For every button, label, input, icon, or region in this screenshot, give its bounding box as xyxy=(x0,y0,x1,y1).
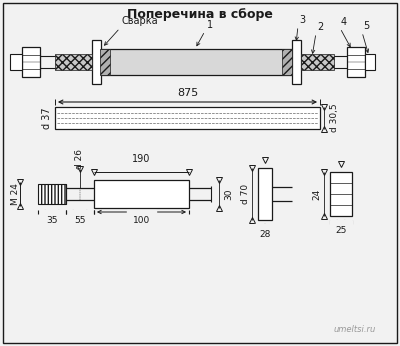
Bar xyxy=(100,49,110,75)
Text: Сварка: Сварка xyxy=(122,16,159,26)
Bar xyxy=(55,54,92,70)
Bar xyxy=(100,49,292,75)
Text: 25: 25 xyxy=(335,226,347,235)
Bar xyxy=(292,40,301,84)
Text: М 24: М 24 xyxy=(12,183,20,205)
Bar xyxy=(94,180,189,208)
Bar xyxy=(92,40,101,84)
Bar xyxy=(258,168,272,220)
Bar xyxy=(22,47,40,77)
Bar xyxy=(10,54,22,70)
Text: 190: 190 xyxy=(132,154,151,164)
Text: 875: 875 xyxy=(177,88,198,98)
Text: umeltsi.ru: umeltsi.ru xyxy=(334,325,376,334)
Text: 55: 55 xyxy=(74,216,86,225)
Bar xyxy=(282,49,292,75)
Text: Поперечина в сборе: Поперечина в сборе xyxy=(127,8,273,21)
Bar xyxy=(365,54,375,70)
Text: 30: 30 xyxy=(224,188,233,200)
Bar xyxy=(38,184,66,204)
Text: d 70: d 70 xyxy=(240,184,250,204)
Bar xyxy=(301,54,334,70)
Bar xyxy=(347,47,365,77)
Text: 24: 24 xyxy=(312,188,322,200)
Text: 4: 4 xyxy=(341,17,347,27)
Bar xyxy=(330,172,352,216)
Text: 2: 2 xyxy=(317,22,323,32)
Text: d 26: d 26 xyxy=(76,149,84,169)
Text: 35: 35 xyxy=(46,216,58,225)
Bar xyxy=(55,107,320,129)
Text: 5: 5 xyxy=(363,21,369,31)
Text: d 37: d 37 xyxy=(42,107,52,129)
Text: 28: 28 xyxy=(259,230,271,239)
Text: 1: 1 xyxy=(207,20,213,30)
Text: 3: 3 xyxy=(299,15,305,25)
Text: 100: 100 xyxy=(133,216,150,225)
Text: d 30,5: d 30,5 xyxy=(330,104,339,132)
